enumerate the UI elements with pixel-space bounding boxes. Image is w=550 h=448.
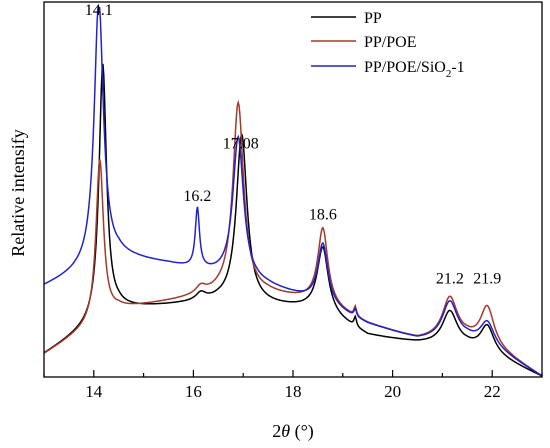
x-tick-label: 16	[185, 382, 202, 401]
series-line-pp-poe-sio2-1	[43, 6, 543, 377]
peak-label: 17.08	[223, 135, 259, 152]
x-tick-label: 14	[85, 382, 103, 401]
peak-label: 18.6	[309, 207, 337, 224]
legend-label-pp-poe-sio2: PP/POE/SiO2-1	[364, 59, 465, 80]
peak-label: 16.2	[183, 188, 211, 205]
series-line-pp	[43, 63, 543, 377]
x-tick-label: 20	[384, 382, 401, 401]
y-axis-label: Relative intensify	[8, 129, 28, 256]
x-ticks: 14 16 18 20 22	[43, 370, 543, 401]
plot-frame	[43, 1, 543, 378]
x-axis-label: 2θ (°)	[272, 421, 314, 442]
x-tick-label: 18	[285, 382, 302, 401]
legend: PP PP/POE PP/POE/SiO2-1	[311, 10, 465, 80]
legend-label-pp: PP	[364, 10, 382, 27]
x-tick-label: 22	[484, 382, 501, 401]
peak-label: 14.1	[85, 2, 113, 19]
series-layer	[43, 6, 543, 377]
series-line-pp-poe	[43, 99, 543, 377]
peak-label: 21.9	[473, 270, 501, 287]
legend-label-pp-poe: PP/POE	[364, 34, 416, 51]
peak-annotations: 14.1 16.2 17.08 18.6 21.2 21.9	[85, 2, 501, 287]
peak-label: 21.2	[436, 270, 464, 287]
